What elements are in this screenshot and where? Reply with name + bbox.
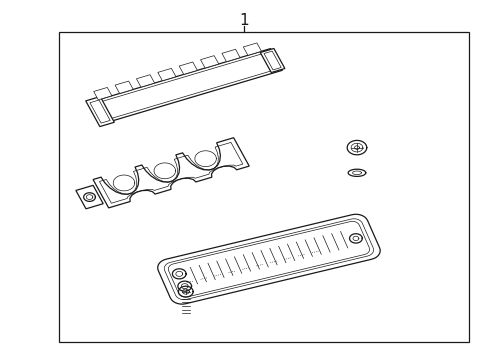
Polygon shape (200, 56, 218, 68)
Polygon shape (93, 138, 249, 208)
Polygon shape (179, 62, 197, 75)
Polygon shape (136, 75, 154, 87)
Polygon shape (94, 87, 112, 100)
Text: 1: 1 (239, 13, 249, 28)
Polygon shape (158, 68, 176, 81)
Polygon shape (260, 49, 285, 73)
Polygon shape (158, 214, 379, 304)
Bar (59, 32, 468, 342)
Polygon shape (115, 81, 133, 94)
Polygon shape (243, 43, 261, 55)
Polygon shape (222, 49, 240, 62)
Polygon shape (89, 49, 282, 124)
Polygon shape (85, 96, 114, 127)
Polygon shape (76, 185, 103, 209)
